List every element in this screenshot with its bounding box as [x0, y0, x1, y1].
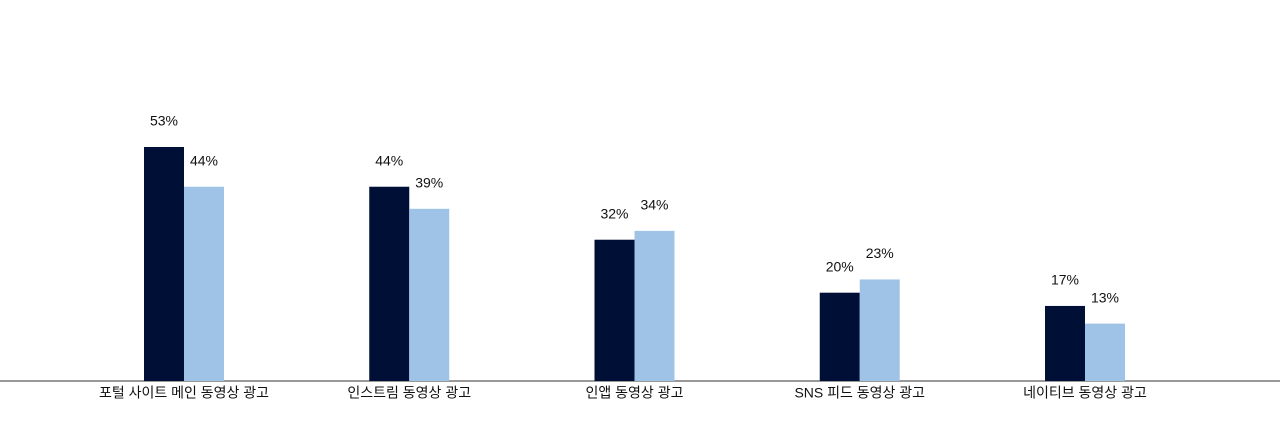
value-label: 44% [190, 152, 218, 168]
x-tick-label: 포털 사이트 메인 동영상 광고 [99, 385, 269, 401]
value-label: 44% [375, 152, 403, 168]
bar [144, 147, 184, 381]
value-label: 39% [415, 175, 443, 191]
bar [184, 186, 224, 381]
x-tick-label: 인스트림 동영상 광고 [347, 385, 471, 401]
bar [859, 279, 900, 381]
x-tick-label: 인앱 동영상 광고 [586, 385, 684, 401]
bar [1045, 305, 1085, 381]
bar [369, 186, 410, 381]
bar [594, 239, 635, 381]
bar [819, 292, 860, 381]
bar [409, 208, 450, 381]
value-label: 13% [1091, 289, 1119, 305]
bar [1085, 323, 1125, 381]
x-tick-label: SNS 피드 동영상 광고 [794, 385, 925, 401]
value-label: 53% [150, 113, 178, 129]
value-label: 17% [1051, 272, 1079, 288]
value-label: 23% [866, 245, 894, 261]
x-tick-label: 네이티브 동영상 광고 [1023, 385, 1147, 401]
bar [634, 230, 675, 381]
value-label: 34% [640, 197, 668, 213]
value-label: 32% [600, 205, 628, 221]
value-label: 20% [826, 258, 854, 274]
